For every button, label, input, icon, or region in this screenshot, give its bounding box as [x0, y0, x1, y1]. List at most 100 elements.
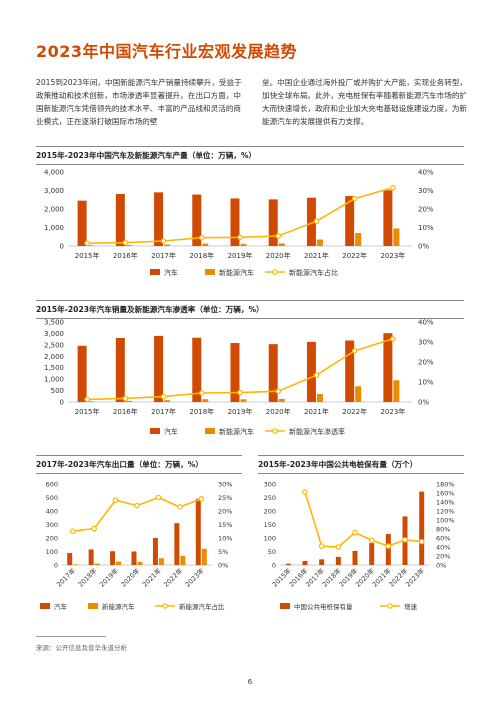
- bar-primary: [131, 551, 137, 565]
- bar-secondary: [164, 244, 171, 246]
- y-tick-label: 500: [51, 387, 64, 395]
- line-point: [385, 543, 392, 549]
- bar-primary: [115, 338, 125, 402]
- y-tick-label: 0: [60, 399, 64, 407]
- x-tick-label: 2021年: [304, 251, 329, 260]
- legend-label: 汽车: [164, 268, 178, 277]
- y-tick-label: 0: [60, 243, 64, 251]
- line-point: [368, 537, 375, 544]
- source-note: 来源：公开信息及普华永道分析: [36, 644, 127, 652]
- y2-tick-label: 5%: [218, 548, 228, 556]
- y2-tick-label: 40%: [418, 169, 434, 177]
- x-tick-label: 2023年: [403, 566, 426, 589]
- y2-tick-label: 180%: [436, 481, 455, 489]
- legend-swatch: [205, 269, 215, 275]
- bar-primary: [195, 498, 201, 565]
- bar-primary: [152, 538, 158, 565]
- bar-secondary: [94, 563, 100, 565]
- legend-swatch: [40, 603, 50, 609]
- legend-swatch: [205, 428, 215, 434]
- bar-secondary: [87, 245, 94, 246]
- line-point: [418, 538, 425, 545]
- bar-primary: [352, 550, 358, 565]
- x-tick-label: 2017年: [151, 407, 176, 416]
- bar-secondary: [240, 399, 247, 402]
- bar-secondary: [355, 386, 362, 402]
- line-point: [69, 528, 76, 535]
- line-point: [155, 494, 162, 501]
- x-tick-label: 2023年: [380, 407, 405, 416]
- chart-title-sales: 2015年-2023年汽车销量及新能源汽车渗透率（单位：万辆，%）: [36, 300, 464, 319]
- line-point: [112, 497, 119, 504]
- line-point: [198, 496, 205, 502]
- x-tick-label: 2022年: [162, 566, 185, 589]
- bar-primary: [319, 559, 325, 565]
- y-tick-label: 300: [46, 521, 58, 529]
- line-point: [84, 240, 90, 247]
- y-tick-label: 100: [264, 535, 276, 543]
- legend-label: 新能源汽车占比: [179, 602, 225, 611]
- line-point: [84, 396, 90, 403]
- x-tick-label: 2020年: [119, 566, 142, 589]
- bar-secondary: [202, 399, 209, 402]
- bar-secondary: [240, 243, 247, 246]
- y-tick-label: 50: [268, 548, 276, 556]
- bar-secondary: [355, 233, 362, 246]
- bar-primary: [192, 194, 202, 246]
- line-point: [198, 234, 205, 241]
- x-tick-label: 2017年: [151, 251, 176, 260]
- y-tick-label: 300: [264, 481, 276, 489]
- x-tick-label: 2016年: [113, 251, 138, 260]
- bar-primary: [345, 340, 355, 402]
- legend-swatch: [88, 603, 98, 609]
- x-tick-label: 2020年: [266, 407, 291, 416]
- line-point: [275, 388, 282, 395]
- bar-primary: [383, 190, 393, 246]
- line-point: [351, 347, 358, 354]
- y2-tick-label: 20%: [418, 206, 434, 214]
- y2-tick-label: 10%: [418, 379, 434, 387]
- x-tick-label: 2015年: [75, 407, 100, 416]
- line-series: [72, 496, 202, 533]
- legend-label: 新能源汽车占比: [289, 268, 338, 277]
- bar-secondary: [202, 243, 209, 246]
- y-tick-label: 150: [264, 521, 276, 529]
- bar-primary: [302, 560, 308, 565]
- line-point: [160, 238, 167, 244]
- bar-primary: [154, 335, 164, 402]
- legend-label: 新能源汽车: [219, 427, 254, 436]
- line-point: [91, 525, 97, 532]
- bar-primary: [110, 551, 116, 565]
- y2-tick-label: 30%: [218, 481, 232, 489]
- legend-swatch: [280, 603, 290, 609]
- y-tick-label: 0: [272, 562, 276, 570]
- line-point: [122, 239, 129, 246]
- y2-tick-label: 25%: [218, 494, 232, 502]
- bar-primary: [383, 333, 393, 402]
- y2-tick-label: 30%: [418, 187, 434, 195]
- y-tick-label: 2,000: [44, 206, 64, 214]
- bar-primary: [154, 192, 164, 246]
- bar-primary: [88, 549, 94, 565]
- bar-primary: [268, 344, 278, 402]
- y2-tick-label: 160%: [436, 490, 455, 498]
- legend-label: 中国公共电桩保有量: [294, 602, 353, 611]
- y-tick-label: 250: [264, 494, 276, 502]
- x-tick-label: 2018年: [189, 251, 214, 260]
- chart-title-charging: 2015年-2023年中国公共电桩保有量（万个）: [258, 455, 464, 474]
- y2-tick-label: 40%: [418, 319, 434, 327]
- y-tick-label: 400: [46, 508, 58, 516]
- bar-secondary: [125, 400, 132, 402]
- y2-tick-label: 10%: [418, 224, 434, 232]
- source-divider: [36, 636, 106, 637]
- line-point: [351, 195, 358, 202]
- bar-primary: [385, 533, 391, 565]
- bar-primary: [174, 523, 180, 565]
- line-point: [134, 502, 140, 509]
- bar-primary: [369, 543, 375, 565]
- bar-primary: [77, 345, 87, 402]
- y-tick-label: 600: [46, 481, 58, 489]
- bar-secondary: [278, 243, 285, 246]
- bar-secondary: [316, 394, 323, 402]
- y-tick-label: 0: [54, 562, 58, 570]
